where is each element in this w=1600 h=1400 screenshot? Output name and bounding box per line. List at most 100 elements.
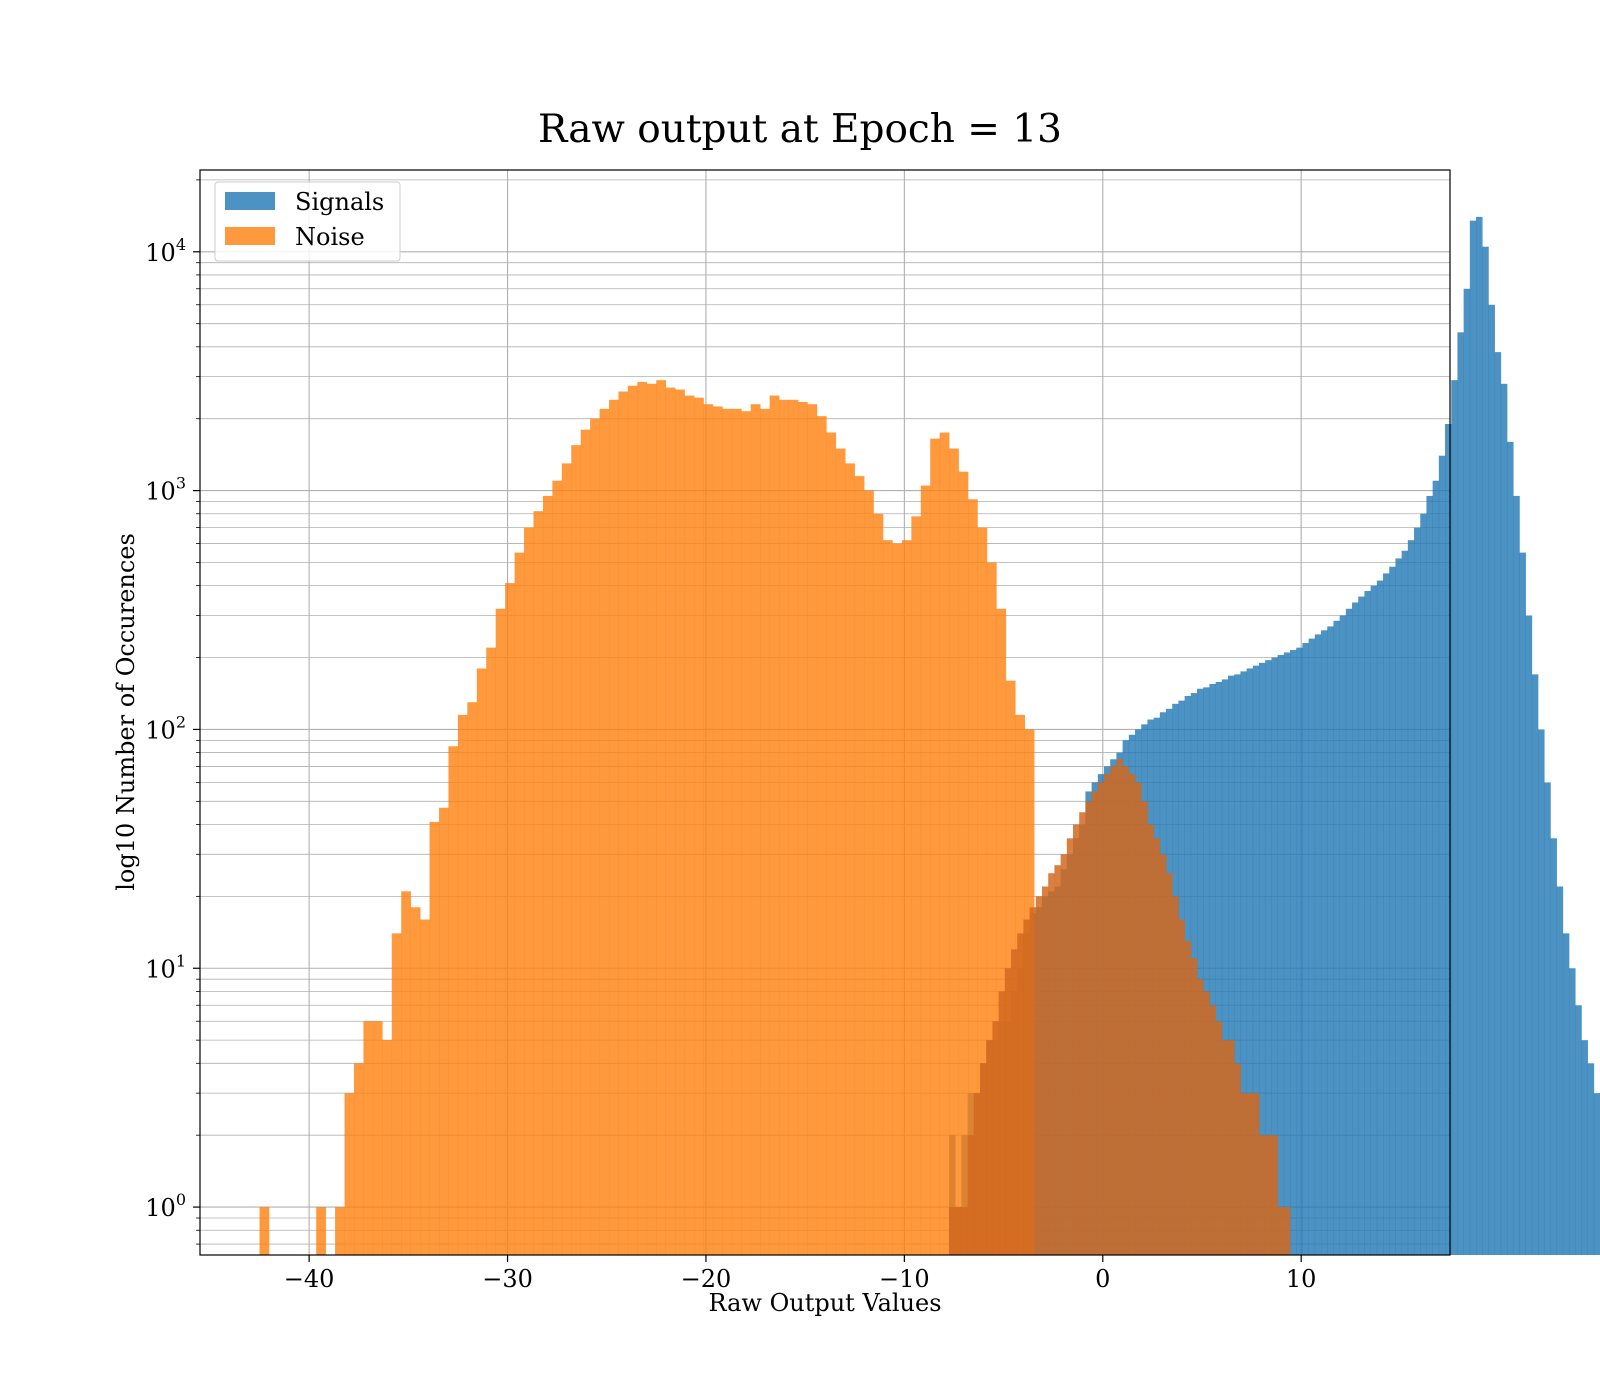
x-axis-ticks: −40 −30 −20 −10 0 10: [284, 1255, 1316, 1293]
bar: [986, 562, 997, 1255]
bar: [316, 1207, 326, 1255]
bar: [1097, 782, 1105, 1255]
bar: [1488, 304, 1495, 1255]
bar: [998, 991, 1006, 1255]
bar: [571, 445, 582, 1256]
bar: [675, 389, 685, 1255]
bar: [939, 432, 950, 1255]
bar: [627, 385, 638, 1255]
bar: [920, 485, 931, 1255]
bar: [986, 1040, 993, 1255]
bar: [1271, 1135, 1278, 1255]
bars: [259, 216, 1600, 1256]
bar: [1401, 550, 1409, 1255]
bar: [1500, 383, 1508, 1255]
bar: [968, 499, 978, 1256]
bar: [1234, 1063, 1241, 1255]
y-tick-label: 100: [145, 1190, 186, 1222]
bar: [1221, 679, 1229, 1255]
bar: [1104, 774, 1111, 1255]
legend-label-noise: Noise: [295, 223, 365, 251]
bar: [580, 429, 591, 1255]
bar: [1519, 552, 1526, 1255]
bar: [1240, 671, 1247, 1255]
bar: [1562, 933, 1570, 1255]
bar: [391, 933, 402, 1255]
bar: [864, 490, 874, 1255]
bar: [1296, 647, 1303, 1255]
bar: [1494, 352, 1502, 1255]
bar: [561, 463, 572, 1256]
bar: [524, 527, 534, 1255]
bar: [1389, 566, 1396, 1255]
x-tick-label: −30: [482, 1265, 533, 1293]
bar: [382, 1040, 393, 1255]
x-tick-label: −20: [681, 1265, 732, 1293]
bar: [892, 543, 903, 1255]
bar: [344, 1093, 355, 1255]
bar: [1345, 608, 1353, 1255]
bar: [967, 1135, 975, 1255]
bar: [1215, 681, 1223, 1255]
bar: [1451, 380, 1458, 1255]
bar: [476, 668, 487, 1255]
bar: [1234, 674, 1241, 1255]
bar: [1314, 634, 1322, 1255]
bar: [1265, 1135, 1272, 1255]
bar: [590, 418, 600, 1256]
bar: [845, 463, 855, 1256]
bar: [1215, 1021, 1223, 1255]
bar: [439, 807, 449, 1255]
bar: [1203, 991, 1210, 1255]
bar: [1593, 1093, 1600, 1255]
bar: [807, 404, 818, 1255]
bar: [1271, 657, 1278, 1255]
bar: [1221, 1040, 1229, 1255]
bar: [618, 391, 629, 1255]
bar: [1228, 675, 1235, 1255]
bar: [1197, 979, 1204, 1255]
bar: [1544, 782, 1551, 1255]
series-noise: [259, 380, 1035, 1256]
bar: [779, 399, 789, 1255]
bar: [901, 540, 912, 1255]
bar: [1029, 907, 1037, 1255]
bar: [1091, 791, 1099, 1255]
bar: [1060, 854, 1068, 1255]
bar: [1507, 441, 1514, 1255]
bar: [1147, 824, 1154, 1255]
bar: [1525, 615, 1533, 1255]
bar: [1333, 620, 1340, 1255]
bar: [1017, 933, 1024, 1255]
bar: [949, 1207, 956, 1255]
bar: [505, 583, 515, 1255]
y-tick-label: 104: [145, 235, 186, 267]
bar: [1457, 332, 1464, 1256]
bar: [363, 1021, 374, 1255]
bar: [429, 821, 440, 1255]
bar: [1550, 838, 1557, 1255]
bar: [961, 1207, 968, 1255]
x-axis-label: Raw Output Values: [708, 1289, 941, 1317]
bar: [958, 471, 969, 1255]
bar: [1209, 683, 1216, 1255]
bar: [955, 1207, 962, 1255]
bar: [457, 714, 468, 1255]
bar: [1252, 665, 1260, 1255]
bar: [335, 1207, 345, 1255]
bar: [1203, 687, 1210, 1255]
bar: [1259, 1135, 1266, 1255]
bar: [1042, 886, 1049, 1255]
bar: [656, 380, 667, 1255]
bar: [1141, 801, 1148, 1255]
bar: [1048, 873, 1055, 1255]
bar: [1283, 1207, 1291, 1255]
bar: [1339, 615, 1347, 1255]
y-tick-label: 103: [145, 474, 186, 506]
bar: [1005, 680, 1016, 1255]
bar: [401, 891, 411, 1255]
bar: [826, 432, 837, 1255]
bar: [1290, 650, 1297, 1255]
bar: [533, 511, 544, 1255]
bar: [1128, 774, 1136, 1255]
